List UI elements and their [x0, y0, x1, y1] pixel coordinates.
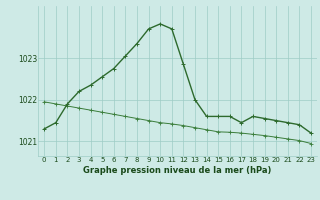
X-axis label: Graphe pression niveau de la mer (hPa): Graphe pression niveau de la mer (hPa)	[84, 166, 272, 175]
